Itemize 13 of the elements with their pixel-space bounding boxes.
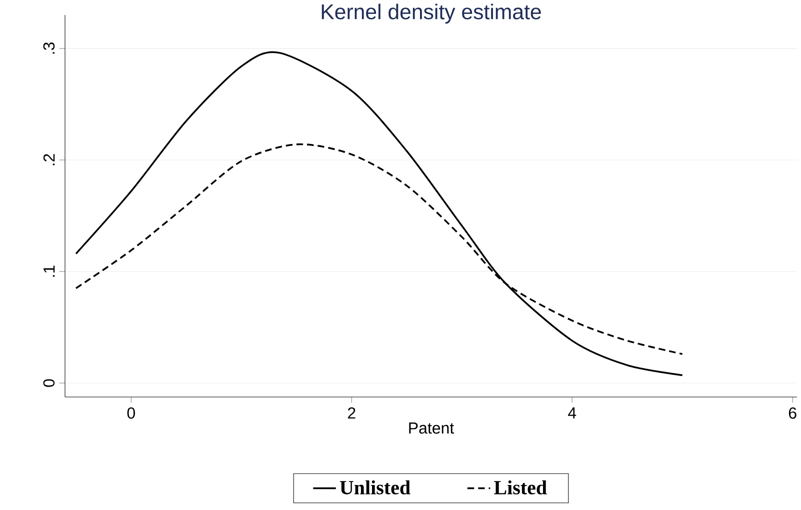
x-axis-title: Patent	[409, 422, 454, 434]
chart-title: Kernel density estimate	[322, 4, 541, 24]
x-tick-label: 4	[568, 407, 576, 418]
x-tick-label: 0	[127, 407, 135, 419]
x-tick-label: 6	[788, 407, 796, 419]
line-series	[75, 51, 684, 376]
legend-label: Unlisted	[340, 480, 410, 494]
y-tick-label: 0	[43, 379, 55, 387]
y-tick-label: .2	[43, 154, 55, 166]
x-tick-label: 2	[348, 407, 356, 419]
y-tick-label: .3	[43, 42, 55, 54]
y-tick-label: .1	[44, 266, 55, 277]
legend-label: Listed	[494, 480, 547, 494]
